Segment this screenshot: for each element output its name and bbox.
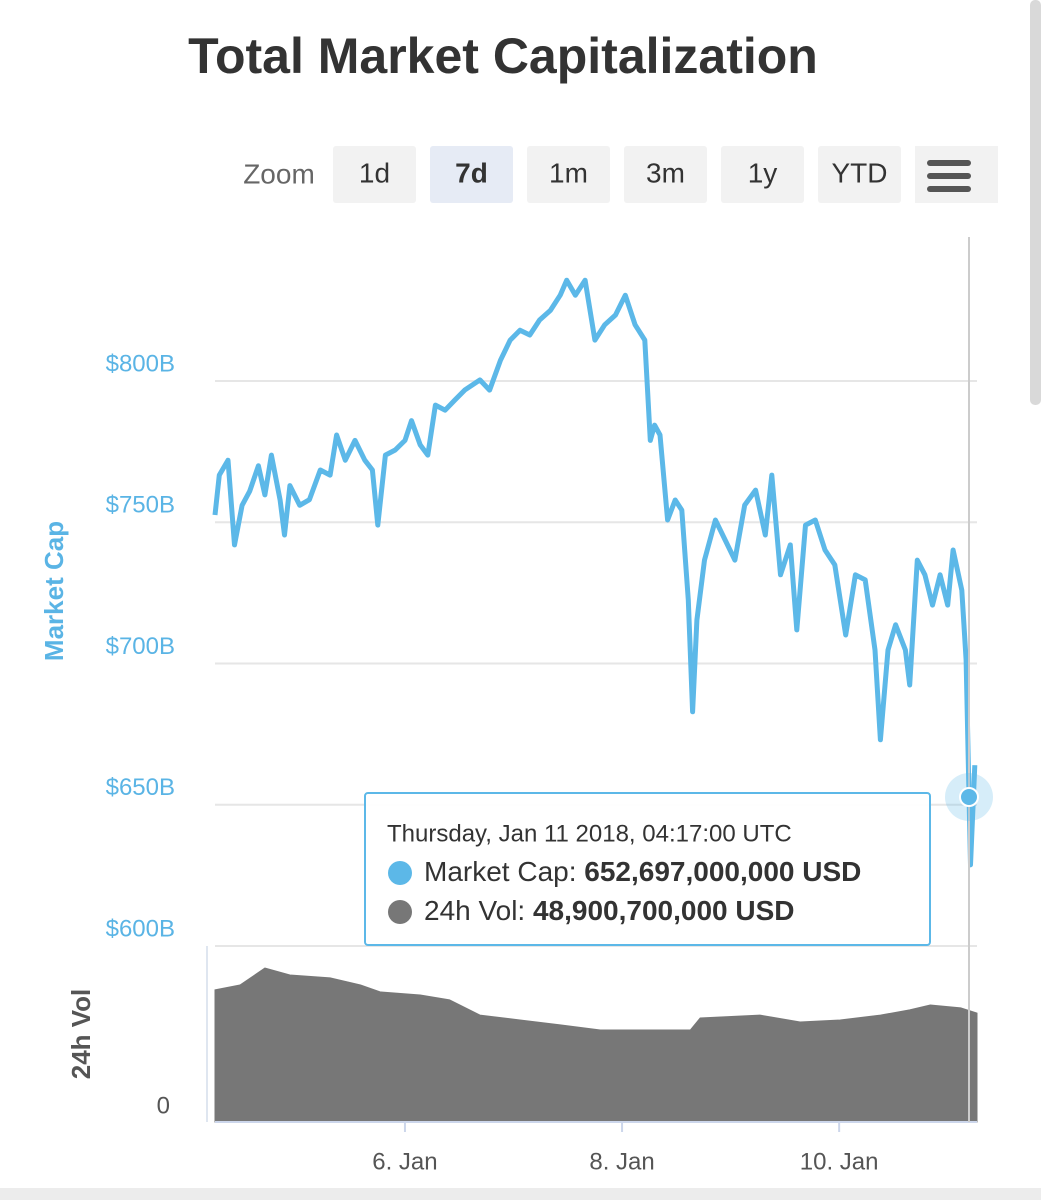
tooltip-name: Market Cap: [424, 856, 577, 887]
line [212, 277, 978, 868]
range-button[interactable] [333, 146, 416, 203]
range-selector: 1d 7d 1m 3m 1y YTD [333, 146, 901, 203]
menu-icon [927, 186, 971, 192]
range-button-label[interactable]: 1y [748, 157, 778, 188]
area [214, 967, 978, 1123]
range-button[interactable] [527, 146, 610, 203]
range-button-label[interactable]: YTD [832, 157, 888, 188]
hover-point [959, 787, 979, 807]
range-button[interactable] [721, 146, 804, 203]
plot: Market Cap 24h Vol $600B $650B $700B $750B $80… [39, 237, 993, 1175]
tooltip-swatch [388, 861, 412, 885]
tooltip: Thursday, Jan 11 2018, 04:17:00 UTC Mark… [364, 792, 931, 946]
tooltip-swatch [388, 900, 412, 924]
x-tick-label: 6. Jan [372, 1148, 437, 1175]
chart-title: Total Market Capitalization [188, 28, 818, 84]
menu-button[interactable] [915, 146, 998, 203]
menu-icon [927, 173, 971, 179]
tooltip-row: 24h Vol: 48,900,700,000 USD [424, 895, 795, 926]
tooltip-header: Thursday, Jan 11 2018, 04:17:00 UTC [387, 820, 792, 847]
range-button-label[interactable]: 1m [549, 157, 588, 188]
zoom-label: Zoom [243, 158, 315, 189]
scrollbar [1030, 0, 1041, 405]
range-button[interactable] [430, 146, 513, 203]
y-tick-label: $600B [106, 915, 175, 942]
tooltip-name: 24h Vol: [424, 895, 525, 926]
range-button-label[interactable]: 3m [646, 157, 685, 188]
y-tick-label: $700B [106, 633, 175, 660]
y-tick-label: $650B [106, 774, 175, 801]
range-button[interactable] [624, 146, 707, 203]
tooltip-value: 652,697,000,000 USD [584, 856, 861, 887]
range-button-label[interactable]: 1d [359, 157, 390, 188]
range-button-label[interactable]: 7d [455, 157, 488, 188]
tooltip-value: 48,900,700,000 USD [533, 895, 795, 926]
tooltip-row: Market Cap: 652,697,000,000 USD [424, 856, 861, 887]
range-button[interactable] [818, 146, 901, 203]
x-tick-label: 10. Jan [800, 1148, 879, 1175]
tooltip-box [364, 792, 931, 946]
x-tick-label: 8. Jan [589, 1148, 654, 1175]
y-tick-label: $750B [106, 492, 175, 519]
bottom-strip [0, 1188, 1041, 1200]
y-tick-label: 0 [157, 1092, 170, 1119]
y-axis-title: 24h Vol [66, 989, 96, 1080]
menu-icon [927, 160, 971, 166]
y-axis-title: Market Cap [39, 521, 69, 661]
y-tick-label: $800B [106, 350, 175, 377]
